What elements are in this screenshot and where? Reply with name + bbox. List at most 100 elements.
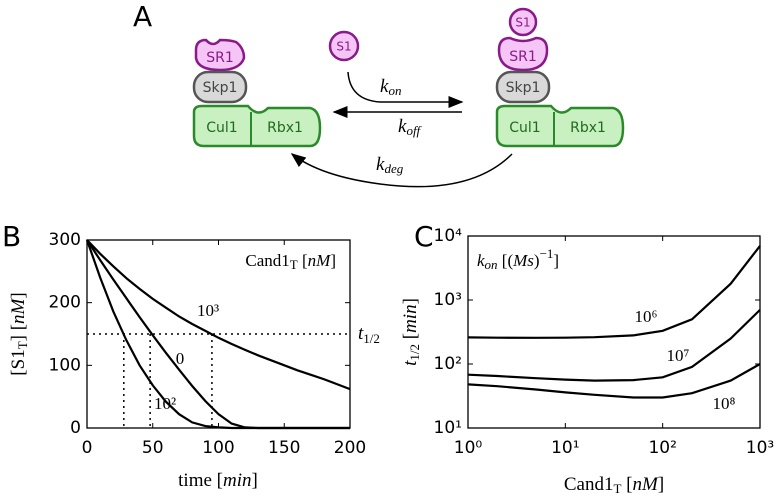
panel-b: B time [min] [S1T] [nM] Cand1T [nM] t1/2 (2, 220, 380, 491)
curve-label: 10³ (197, 301, 219, 320)
curve-label: 10² (154, 394, 176, 413)
x-tick-label: 150 (268, 438, 300, 458)
y-tick-label: 10⁴ (434, 226, 463, 246)
rate-label: kdeg (376, 154, 404, 176)
x-axis-label: time [min] (178, 470, 258, 491)
protein-label: S1 (515, 16, 530, 30)
arrow-deg (290, 153, 513, 188)
label-part: on (485, 257, 498, 272)
cul1-rbx1-shape (495, 104, 625, 148)
label-part: nM (8, 297, 29, 324)
y-tick-label: 10² (434, 354, 462, 374)
label-part: T (290, 257, 298, 272)
x-tick-label: 10¹ (551, 438, 579, 458)
x-tick-label: 10⁰ (454, 438, 483, 458)
x-tick-label: 10² (648, 438, 676, 458)
sr1-shape (194, 38, 246, 72)
arrow-on (347, 71, 464, 108)
y-tick-label: 200 (49, 293, 81, 313)
y-tick-label: 10¹ (434, 418, 462, 438)
x-tick-label: 0 (82, 438, 93, 458)
legend-title: Cand1T [nM] (245, 251, 336, 272)
label-part: [( (498, 251, 514, 270)
label-part: 1/2 (407, 344, 422, 361)
panel-c: C Cand1T [nM] t1/2 [min] kon [(Ms)−1] (400, 220, 664, 496)
rate-subscript: deg (384, 161, 403, 176)
protein-label: Cul1 (206, 120, 237, 136)
label-part: time [ (178, 470, 223, 491)
x-axis-label: Cand1T [nM] (564, 474, 664, 496)
panel-label: A (133, 0, 152, 33)
protein-label: Skp1 (203, 80, 238, 96)
rate-subscript: off (406, 123, 422, 138)
x-tick-label: 200 (334, 438, 366, 458)
y-axis-label: [S1T] [nM] (8, 292, 30, 375)
skp1-shape (495, 70, 551, 104)
curve (467, 309, 761, 382)
panel-label: C (414, 220, 434, 253)
label-part: ] (658, 474, 664, 495)
s1-shape (508, 7, 538, 37)
rate-symbol: k (376, 154, 385, 175)
curve (86, 239, 351, 391)
sr1-shape (497, 36, 549, 72)
rate-symbol: k (398, 116, 407, 137)
label-part: [ (621, 474, 632, 495)
label-part: Ms (512, 251, 534, 270)
legend-title: kon [(Ms)−1] (477, 246, 559, 272)
label-part: T (15, 341, 30, 349)
label-part: [ (298, 251, 308, 270)
half-life-label: t1/2 (358, 323, 380, 346)
rate-symbol: k (380, 76, 389, 97)
label-part: ] (400, 298, 421, 304)
x-tick-label: 50 (142, 438, 164, 458)
label-part: Cand1 (564, 474, 614, 495)
curve-label: 10⁷ (667, 346, 690, 365)
curve-label: 10⁶ (635, 307, 658, 326)
label-part: [S1 (8, 349, 29, 375)
rate-label: kon (380, 76, 401, 98)
rate-label: koff (398, 116, 423, 138)
label-part: [ (400, 333, 421, 344)
s1-shape (328, 30, 360, 62)
y-tick-label: 100 (49, 355, 81, 375)
label-part: T (613, 481, 621, 496)
label-part: ] (330, 251, 336, 270)
protein-label: SR1 (509, 49, 537, 65)
protein-label: Skp1 (506, 80, 541, 96)
label-part: min (400, 304, 421, 333)
label-part: Cand1 (245, 251, 289, 270)
protein-label: Cul1 (509, 120, 540, 136)
x-tick-label: 100 (202, 438, 234, 458)
label-part: min (223, 470, 252, 491)
label-part: ] (553, 251, 559, 270)
curve (467, 245, 761, 339)
label-part: ] [ (8, 324, 29, 341)
cul1-rbx1-shape (192, 104, 322, 148)
y-tick-label: 0 (70, 418, 81, 438)
protein-label: S1 (336, 40, 351, 54)
y-tick-label: 300 (49, 230, 81, 250)
protein-label: SR1 (206, 50, 234, 66)
panel-label: B (2, 220, 21, 253)
label-part: t (358, 323, 364, 344)
skp1-shape (192, 70, 248, 104)
label-part: ) (534, 251, 540, 270)
curve-label: 0 (176, 349, 185, 368)
label-part: −1 (540, 246, 554, 261)
label-part: nM (632, 474, 659, 495)
rate-subscript: on (388, 83, 401, 98)
protein-label: Rbx1 (267, 120, 303, 136)
y-tick-label: 10³ (434, 290, 462, 310)
label-part: ] (252, 470, 258, 491)
y-axis-label: t1/2 [min] (400, 298, 422, 366)
x-tick-label: 10³ (746, 438, 774, 458)
diagram: A SR1 Skp1 Cul1 Rbx1 S1 kon koff kdeg S1… (133, 0, 625, 188)
plot-frame (467, 235, 761, 429)
protein-label: Rbx1 (570, 120, 606, 136)
label-part: t (400, 360, 421, 366)
label-part: ] (8, 292, 29, 298)
label-part: 1/2 (363, 331, 380, 346)
label-part: k (477, 251, 485, 270)
label-part: nM (308, 251, 332, 270)
